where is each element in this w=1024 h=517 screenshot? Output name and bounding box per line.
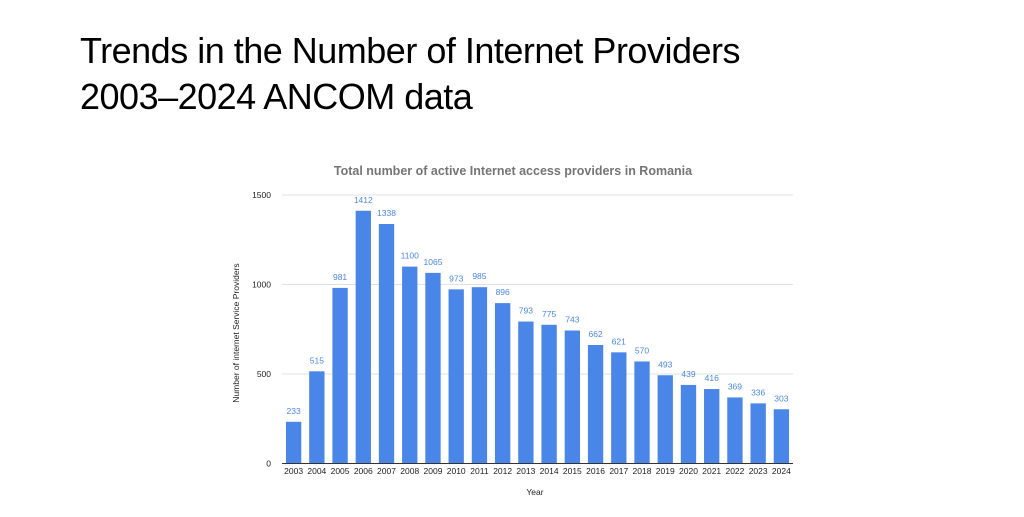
x-tick-label-2008: 2008: [400, 466, 419, 476]
x-tick-label-2009: 2009: [424, 466, 443, 476]
x-axis-ticks: 2003 2004 2005 2006 2007 2008 2009 2010 2011 2012…: [284, 466, 791, 476]
bars: [285, 210, 790, 464]
x-tick-label-2007: 2007: [377, 466, 396, 476]
y-tick-label-500: 500: [257, 369, 271, 379]
bar-2011: [471, 287, 488, 464]
x-tick-label-2015: 2015: [563, 466, 582, 476]
data-label-2003: 233: [287, 406, 301, 416]
x-tick-label-2005: 2005: [331, 466, 350, 476]
data-label-2011: 985: [472, 271, 486, 281]
data-label-2020: 439: [681, 369, 695, 379]
bar-2008: [402, 266, 418, 464]
bar-2020: [680, 384, 697, 464]
x-tick-label-2012: 2012: [493, 466, 512, 476]
data-label-2008: 1100: [401, 251, 420, 261]
x-tick-label-2018: 2018: [633, 466, 652, 476]
bar-2015: [564, 330, 581, 464]
x-tick-label-2006: 2006: [354, 466, 373, 476]
bar-2010: [448, 289, 464, 464]
x-tick-label-2010: 2010: [447, 466, 466, 476]
data-label-2006: 1412: [354, 195, 373, 205]
data-label-2014: 775: [542, 309, 556, 319]
x-tick-label-2016: 2016: [586, 466, 605, 476]
x-tick-label-2020: 2020: [679, 466, 698, 476]
data-label-2013: 793: [519, 306, 533, 316]
bar-2022: [727, 397, 743, 464]
bar-2009: [425, 272, 441, 464]
bar-2003: [285, 421, 302, 464]
bar-2004: [309, 371, 325, 464]
x-tick-label-2013: 2013: [516, 466, 535, 476]
data-label-2017: 621: [612, 336, 626, 346]
bar-2006: [355, 210, 371, 464]
data-label-2024: 303: [774, 393, 788, 403]
slide-title: Trends in the Number of Internet Provide…: [80, 28, 740, 120]
x-tick-label-2024: 2024: [772, 466, 791, 476]
bar-2017: [611, 352, 627, 464]
bar-2023: [750, 403, 766, 464]
x-tick-label-2021: 2021: [702, 466, 721, 476]
bar-2005: [332, 287, 348, 464]
data-label-2022: 369: [728, 381, 742, 391]
slide-title-line-2: 2003–2024 ANCOM data: [80, 76, 473, 117]
x-tick-label-2023: 2023: [749, 466, 768, 476]
data-label-2016: 662: [588, 329, 602, 339]
x-tick-label-2011: 2011: [470, 466, 489, 476]
bar-2013: [518, 321, 534, 464]
bar-2024: [773, 409, 790, 464]
data-label-2012: 896: [496, 287, 510, 297]
bar-2018: [634, 361, 650, 464]
bar-2021: [704, 389, 720, 464]
data-label-2005: 981: [333, 272, 347, 282]
bar-2016: [587, 345, 604, 464]
data-labels: 233 515 981 1412 1338 1100 1065 973 985 896 793 775…: [287, 195, 789, 416]
data-label-2007: 1338: [377, 208, 396, 218]
x-tick-label-2017: 2017: [609, 466, 628, 476]
x-axis-title: Year: [526, 487, 543, 497]
data-label-2018: 570: [635, 345, 649, 355]
y-axis-title: Number of internet Service Providers: [231, 263, 241, 402]
x-tick-label-2003: 2003: [284, 466, 303, 476]
data-label-2004: 515: [310, 355, 324, 365]
data-label-2010: 973: [449, 273, 463, 283]
bar-2012: [494, 303, 511, 464]
x-tick-label-2014: 2014: [540, 466, 559, 476]
data-label-2023: 336: [751, 387, 765, 397]
chart-title: Total number of active Internet access p…: [334, 164, 693, 178]
bar-2019: [657, 375, 673, 464]
data-label-2015: 743: [565, 315, 579, 325]
x-tick-label-2004: 2004: [307, 466, 326, 476]
y-tick-label-0: 0: [266, 459, 271, 469]
x-tick-label-2022: 2022: [725, 466, 744, 476]
data-label-2021: 416: [705, 373, 719, 383]
x-tick-label-2019: 2019: [656, 466, 675, 476]
data-label-2009: 1065: [424, 257, 443, 267]
y-axis-ticks: 0 500 1000 1500: [252, 190, 271, 469]
slide-title-line-1: Trends in the Number of Internet Provide…: [80, 30, 740, 71]
data-label-2019: 493: [658, 359, 672, 369]
y-tick-label-1000: 1000: [252, 280, 271, 290]
bar-2014: [541, 324, 557, 464]
bar-2007: [378, 223, 395, 464]
y-tick-label-1500: 1500: [252, 190, 271, 200]
